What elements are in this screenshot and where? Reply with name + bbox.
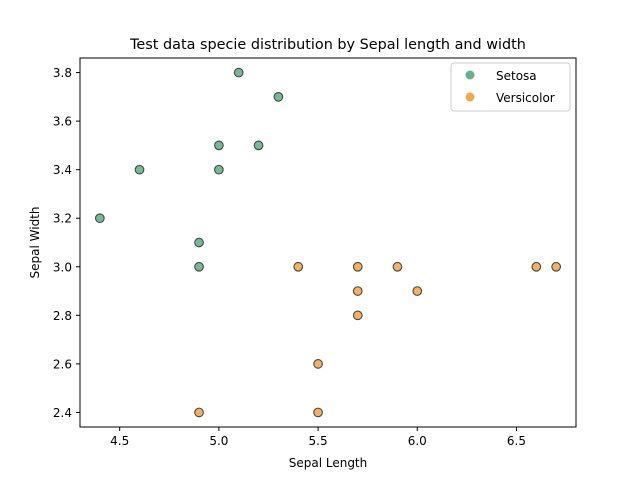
data-point-setosa [273,91,284,102]
data-point-setosa [194,261,204,272]
y-tick-label: 3.0 [53,260,72,274]
data-point-setosa [233,67,244,78]
data-point-versicolor [531,261,542,272]
x-tick-label: 4.5 [110,434,129,448]
legend-label-versicolor: Versicolor [496,91,555,105]
data-point-setosa [94,213,105,224]
data-point-versicolor [352,286,363,296]
data-point-setosa [134,164,145,175]
x-tick-label: 6.0 [408,434,427,448]
x-axis: 4.5 5.0 5.5 6.0 6.5 [110,427,526,448]
data-point-versicolor [551,261,562,272]
y-tick-label: 2.6 [53,357,72,371]
x-axis-label: Sepal Length [289,456,368,470]
plot-frame [79,57,577,428]
x-tick-label: 5.5 [309,434,328,448]
y-tick-label: 3.2 [53,212,72,226]
legend-box [450,62,571,112]
data-point-versicolor [313,407,323,418]
data-point-versicolor [352,310,363,321]
data-point-versicolor [352,261,363,272]
chart-title: Test data specie distribution by Sepal l… [129,37,526,53]
y-axis-label: Sepal Width [28,207,42,279]
y-axis: 2.4 2.6 2.8 3.0 3.2 3.4 3.6 3.8 [53,66,80,420]
legend-label-setosa: Setosa [496,69,537,83]
y-tick-label: 3.6 [53,115,72,129]
data-point-versicolor [392,261,403,272]
legend-marker-versicolor [465,92,475,102]
y-tick-label: 3.8 [53,66,72,80]
data-point-versicolor [313,359,323,369]
data-point-versicolor [412,286,423,296]
data-point-setosa [194,237,204,248]
data-point-setosa [214,140,224,151]
x-tick-label: 6.5 [507,434,526,448]
data-point-setosa [253,140,264,151]
plot-area [94,67,562,418]
data-point-versicolor [194,407,204,418]
y-tick-label: 2.4 [53,406,72,420]
y-tick-label: 2.8 [53,309,72,323]
x-tick-label: 5.0 [209,434,228,448]
data-point-versicolor [293,261,304,272]
data-point-setosa [214,164,224,175]
y-tick-label: 3.4 [53,163,72,177]
legend-marker-setosa [465,70,475,80]
legend: Setosa Versicolor [450,62,571,112]
